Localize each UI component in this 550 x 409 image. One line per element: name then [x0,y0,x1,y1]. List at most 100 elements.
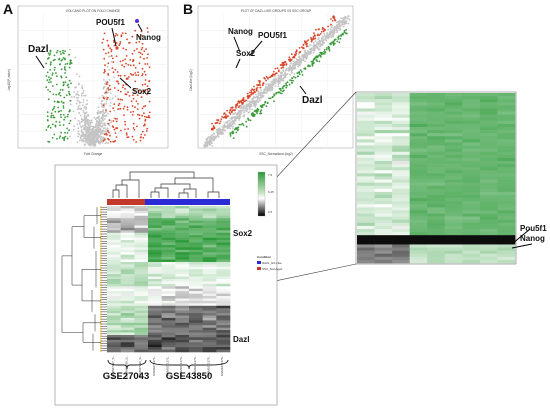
scatter-point-up [284,61,287,64]
volcano-point-up [126,38,128,41]
scatter-point [212,135,215,138]
scatter-point-down [316,60,318,63]
heatmap-cell [107,286,121,290]
heatmap-cell [189,303,203,307]
volcano-point-up [144,134,146,136]
scatter-point [232,125,235,128]
scatter-point-down [312,59,315,61]
heatmap-cell [107,325,121,328]
heatmap-cell [175,244,190,248]
scatter-point [262,94,265,97]
heatmap-cell [161,257,176,260]
dendro-leaf-node [100,262,102,265]
heatmap-cell [148,247,162,251]
scatter-point-up [310,40,313,43]
scatter-point [238,119,241,121]
legend-swatch-ssc [257,267,261,270]
scatter-point [257,90,260,93]
scatter-point-up [212,128,214,131]
scatter-point [326,32,329,35]
scatter-point [261,94,263,97]
gene-label-nanog-b: Nanog [228,27,253,36]
zoom-cell [409,253,428,258]
zoom-cell [462,93,481,97]
volcano-point-up [142,137,145,139]
volcano-point [79,136,82,139]
zoom-cell [427,170,446,174]
arrow-dazl-a [35,55,45,69]
zoom-cell [374,167,393,171]
zoom-cell [462,161,481,165]
scatter-point-down [277,91,279,94]
heatmap-cell [148,242,162,246]
volcano-point-up [109,110,112,113]
heatmap-cell [202,317,217,321]
volcano-point [102,129,104,132]
zoom-cell [444,195,463,199]
panel-a-points [45,19,151,147]
volcano-point-up [138,114,141,116]
zoom-cell [392,130,410,134]
scatter-point-down [346,32,348,35]
zoom-cell [392,204,410,208]
scatter-point-up [257,84,260,87]
dendro-leaf-node [100,223,102,226]
volcano-point-up [125,62,127,65]
zoom-cell [357,145,375,149]
scatter-point [243,109,246,112]
condition-legend: Condition DAZL_ES Like SSC_NonAged [257,255,283,271]
heatmap-cell [148,206,162,209]
heatmap-cell [175,227,190,231]
zoom-cell [427,182,446,187]
zoom-cell [462,191,481,196]
zoom-cell [392,225,410,230]
heatmap-cell [202,286,217,290]
volcano-point [96,133,98,136]
heatmap-cell [216,230,231,234]
dendro-leaf-node [100,206,102,209]
zoom-cell [444,210,463,214]
scatter-point [249,101,252,103]
volcano-point-down [54,110,57,113]
volcano-point-up [107,72,110,75]
volcano-point [95,136,97,139]
heatmap-cell [148,313,162,316]
heatmap-cell [148,320,162,324]
zoom-cell [374,198,393,202]
scatter-point-up [265,79,267,82]
volcano-point-up [127,91,129,93]
scatter-point [304,51,306,54]
heatmap-cell [120,310,135,314]
zoom-cell [497,161,516,165]
scatter-point [256,97,259,99]
heatmap-cell [120,300,135,304]
scatter-point [240,105,243,108]
scatter-point-down [285,86,288,89]
heatmap-cell [107,259,121,263]
volcano-point-up [122,84,125,87]
scatter-point [282,70,285,73]
heatmap-cell [216,298,231,302]
scatter-point [319,45,322,48]
dendro-leaf-node [100,332,102,335]
heatmap-cell [161,225,176,229]
scatter-point [309,44,312,46]
zoom-cell [374,164,393,168]
heatmap-cell [175,218,190,221]
zoom-cell [479,182,498,187]
volcano-point-up [117,82,120,85]
heatmap-cell [216,218,231,221]
heatmap-cell [134,276,149,280]
volcano-point-down [68,129,70,132]
scatter-point [335,21,338,24]
zoom-cell [462,198,481,202]
heatmap-cell [120,305,135,309]
scatter-point-up [250,93,253,95]
heatmap-cell [120,332,135,336]
scatter-point [234,116,237,119]
zoom-cell [427,167,446,171]
volcano-point-up [144,63,147,65]
volcano-point [89,140,92,142]
volcano-point-down [48,78,51,81]
volcano-point-up [124,32,127,35]
